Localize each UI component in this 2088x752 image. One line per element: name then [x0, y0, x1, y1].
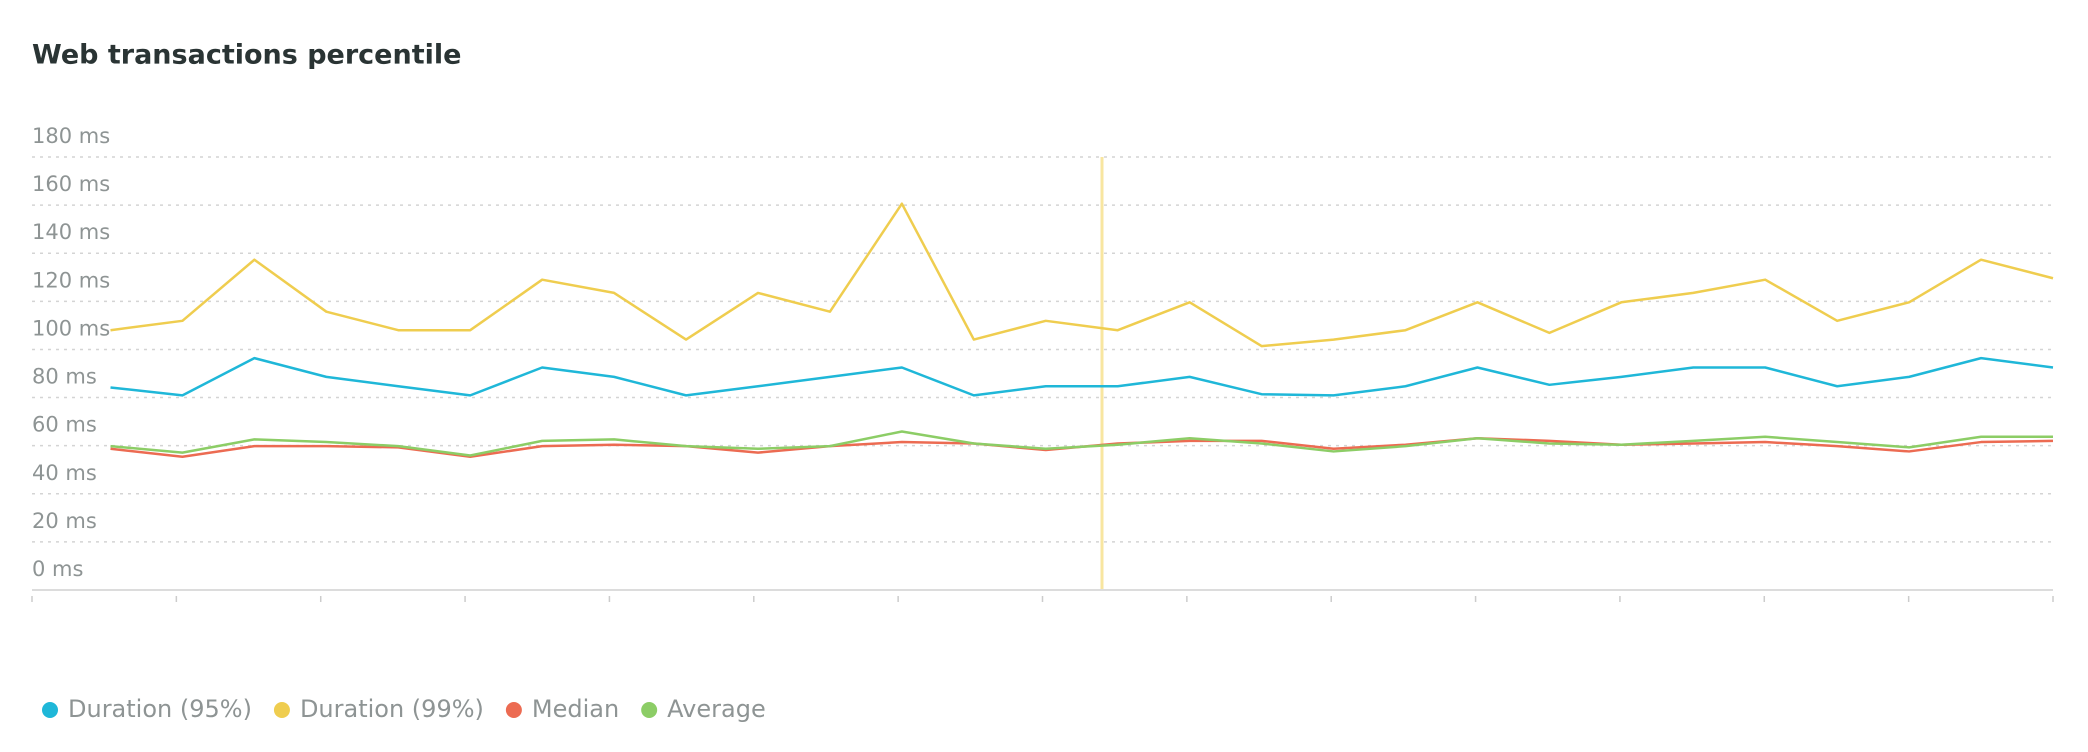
y-tick-label: 80 ms [32, 365, 97, 389]
y-tick-label: 20 ms [32, 509, 97, 533]
y-tick-label: 140 ms [32, 220, 110, 244]
y-tick-label: 180 ms [32, 124, 110, 148]
y-tick-label: 100 ms [32, 316, 110, 340]
y-tick-label: 160 ms [32, 172, 110, 196]
legend-marker [505, 702, 522, 718]
legend-label: Median [532, 695, 619, 723]
legend-label: Duration (95%) [68, 695, 252, 723]
series-line [110, 356, 2054, 397]
y-tick-label: 0 ms [32, 557, 83, 581]
legend-marker [273, 702, 290, 718]
chart-title: Web transactions percentile [32, 40, 461, 71]
y-tick-label: 40 ms [32, 461, 97, 485]
legend-marker [641, 702, 658, 718]
legend-marker [42, 702, 58, 718]
series-line [110, 430, 2053, 457]
y-tick-label: 120 ms [32, 268, 110, 292]
legend-label: Average [667, 695, 766, 723]
series-line [110, 202, 2054, 348]
y-tick-label: 60 ms [32, 413, 97, 437]
legend-label: Duration (99%) [300, 695, 484, 723]
